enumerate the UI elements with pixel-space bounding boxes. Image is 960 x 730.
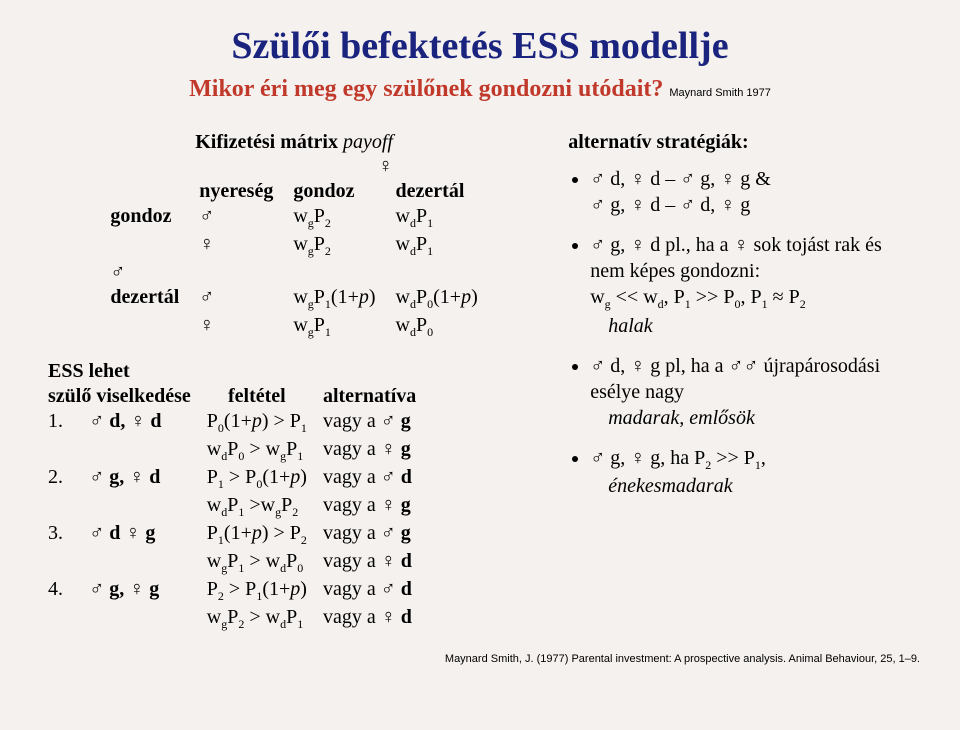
bottom-citation: Maynard Smith, J. (1977) Parental invest… — [40, 653, 920, 665]
list-item: ♂ g, ♀ d pl., ha a ♀ sok tojást rak és n… — [590, 232, 920, 339]
ess-heading2: szülő viselkedése — [40, 384, 199, 409]
col-alternativa: alternatíva — [315, 384, 424, 409]
cell-dg-m: wgP1(1+p) — [283, 285, 385, 313]
ess-row: 2. ♂ g, ♀ d P1 > P0(1+p) vagy a ♂ d — [40, 465, 424, 493]
matrix-title-text: Kifizetési mátrix — [195, 131, 338, 153]
ess-a2: vagy a ♀ d — [315, 605, 424, 633]
list-item: ♂ g, ♀ g, ha P2 >> P1, énekesmadarak — [590, 445, 920, 500]
ess-state: ♂ g, ♀ d — [81, 465, 199, 493]
cell-dd-f: wdP0 — [386, 313, 488, 341]
ess-row: wgP1 > wdP0 vagy a ♀ d — [40, 549, 424, 577]
col-gondoz: gondoz — [283, 179, 385, 204]
ess-a1: vagy a ♂ g — [315, 409, 424, 437]
ess-a2: vagy a ♀ g — [315, 493, 424, 521]
ess-state: ♂ g, ♀ g — [81, 577, 199, 605]
ess-a1: vagy a ♂ g — [315, 521, 424, 549]
right-column: alternatív stratégiák: ♂ d, ♀ d – ♂ g, ♀… — [548, 131, 920, 633]
ess-c1: P1(1+p) > P2 — [199, 521, 315, 549]
row-dezertal: dezertál — [100, 285, 189, 313]
bullet3-italic: madarak, emlősök — [590, 405, 920, 431]
bullet4-italic: énekesmadarak — [590, 473, 920, 499]
ess-c2: wgP1 > wdP0 — [199, 549, 315, 577]
bullet2-italic: halak — [590, 313, 920, 339]
ess-n: 4. — [40, 577, 81, 605]
bullet1-line2: ♂ g, ♀ d – ♂ d, ♀ g — [590, 194, 750, 216]
ess-c1: P1 > P0(1+p) — [199, 465, 315, 493]
page-subtitle: Mikor éri meg egy szülőnek gondozni utód… — [40, 76, 920, 103]
bullet1-line1: ♂ d, ♀ d – ♂ g, ♀ g & — [590, 168, 771, 190]
male-symbol: ♂ — [100, 260, 189, 285]
cell-gd-m: wdP1 — [386, 204, 488, 232]
ess-n: 1. — [40, 409, 81, 437]
ess-row: 4. ♂ g, ♀ g P2 > P1(1+p) vagy a ♂ d — [40, 577, 424, 605]
cell-gg-f: wgP2 — [283, 232, 385, 260]
ess-table: ESS lehet szülő viselkedése feltétel alt… — [40, 359, 424, 633]
ess-a1: vagy a ♂ d — [315, 577, 424, 605]
col-dezertal: dezertál — [386, 179, 488, 204]
ess-row: wdP1 >wgP2 vagy a ♀ g — [40, 493, 424, 521]
cell-gg-m: wgP2 — [283, 204, 385, 232]
ess-heading1: ESS lehet — [40, 359, 199, 384]
bullet2-line2: wg << wd, P1 >> P0, P1 ≈ P2 — [590, 286, 806, 308]
matrix-title-italic: payoff — [343, 131, 393, 153]
col-feltetel: feltétel — [199, 384, 315, 409]
ess-a2: vagy a ♀ d — [315, 549, 424, 577]
cell-dg-f: wgP1 — [283, 313, 385, 341]
ess-row: 1. ♂ d, ♀ d P0(1+p) > P1 vagy a ♂ g — [40, 409, 424, 437]
list-item: ♂ d, ♀ g pl, ha a ♂♂ újrapárosodási esél… — [590, 353, 920, 431]
ess-row: 3. ♂ d ♀ g P1(1+p) > P2 vagy a ♂ g — [40, 521, 424, 549]
ess-c2: wgP2 > wdP1 — [199, 605, 315, 633]
ess-c2: wdP1 >wgP2 — [199, 493, 315, 521]
columns: Kifizetési mátrix payoff ♀ nyereség gond… — [40, 131, 920, 633]
slide-container: Szülői befektetés ESS modellje Mikor éri… — [0, 0, 960, 730]
page-title: Szülői befektetés ESS modellje — [40, 24, 920, 68]
label-nyereseg: nyereség — [189, 179, 283, 204]
top-citation: Maynard Smith 1977 — [669, 87, 771, 99]
ess-row: wdP0 > wgP1 vagy a ♀ g — [40, 437, 424, 465]
ess-n: 3. — [40, 521, 81, 549]
ess-state: ♂ d, ♀ d — [81, 409, 199, 437]
matrix-title: Kifizetési mátrix payoff — [40, 131, 548, 154]
payoff-matrix: ♀ nyereség gondoz dezertál gondoz ♂ wgP2… — [100, 154, 487, 341]
alt-strategies-list: ♂ d, ♀ d – ♂ g, ♀ g & ♂ g, ♀ d – ♂ d, ♀ … — [568, 166, 920, 499]
ess-c1: P2 > P1(1+p) — [199, 577, 315, 605]
ess-c1: P0(1+p) > P1 — [199, 409, 315, 437]
ess-state: ♂ d ♀ g — [81, 521, 199, 549]
ess-n: 2. — [40, 465, 81, 493]
cell-gd-f: wdP1 — [386, 232, 488, 260]
cell-dd-m: wdP0(1+p) — [386, 285, 488, 313]
ess-c2: wdP0 > wgP1 — [199, 437, 315, 465]
left-column: Kifizetési mátrix payoff ♀ nyereség gond… — [40, 131, 548, 633]
bullet3-line1: ♂ d, ♀ g pl, ha a ♂♂ újrapárosodási esél… — [590, 355, 880, 403]
alt-strategies-heading: alternatív stratégiák: — [568, 131, 920, 154]
bullet4-line1: ♂ g, ♀ g, ha P2 >> P1, — [590, 447, 766, 469]
female-symbol: ♀ — [283, 154, 487, 179]
ess-row: wgP2 > wdP1 vagy a ♀ d — [40, 605, 424, 633]
row-gondoz: gondoz — [100, 204, 189, 232]
ess-a1: vagy a ♂ d — [315, 465, 424, 493]
bullet2-line1: ♂ g, ♀ d pl., ha a ♀ sok tojást rak és n… — [590, 234, 882, 282]
ess-a2: vagy a ♀ g — [315, 437, 424, 465]
subtitle-text: Mikor éri meg egy szülőnek gondozni utód… — [189, 76, 663, 102]
list-item: ♂ d, ♀ d – ♂ g, ♀ g & ♂ g, ♀ d – ♂ d, ♀ … — [590, 166, 920, 218]
